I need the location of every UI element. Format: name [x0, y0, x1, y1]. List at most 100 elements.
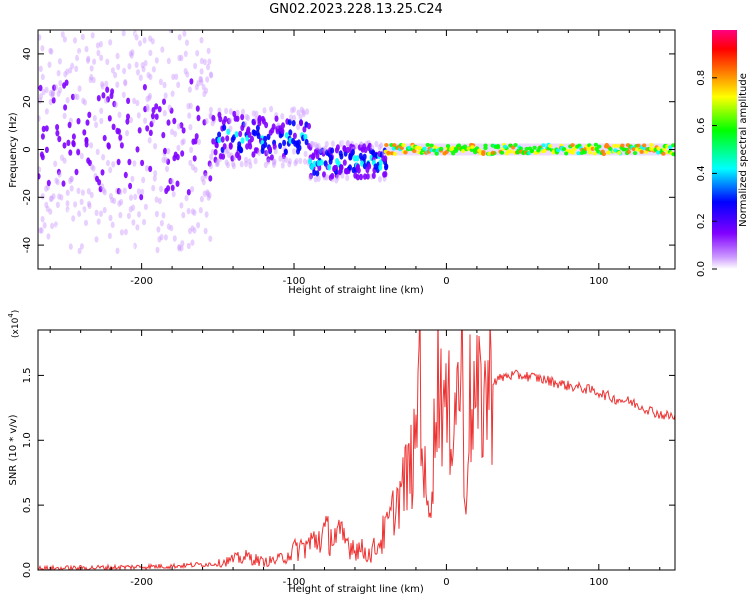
spectrogram-cell	[636, 143, 641, 148]
spectrogram-cell	[145, 165, 149, 172]
spectrogram-cell	[196, 80, 201, 87]
spectrogram-cell	[228, 108, 233, 115]
spectrogram-cell	[255, 147, 260, 154]
spectrogram-cell	[111, 123, 116, 130]
spectrogram-cell	[194, 84, 199, 91]
spectrogram-cell	[340, 139, 345, 147]
spectrogram-cell	[425, 142, 430, 147]
spectrogram-cell	[374, 140, 379, 148]
spectrogram-cell	[509, 149, 514, 154]
spectrogram-cell	[105, 58, 110, 65]
spectrogram-cell	[179, 54, 184, 62]
spectrogram-cell	[339, 153, 344, 160]
spectrogram-cell	[299, 106, 304, 114]
spectrogram-cell	[51, 193, 56, 200]
spectrogram-cell	[56, 70, 61, 77]
spectrogram-cell	[164, 187, 169, 195]
spectrogram-cell	[564, 151, 569, 156]
spectrogram-cell	[141, 65, 146, 73]
spectrogram-cell	[363, 173, 367, 180]
spectrogram-cell	[140, 188, 145, 196]
spectrogram-cell	[153, 170, 158, 177]
spectrogram-cell	[234, 131, 239, 138]
spectrogram-cell	[127, 63, 132, 70]
spectrogram-cell	[177, 34, 182, 41]
spectrogram-cell	[296, 109, 301, 116]
spectrogram-cell	[213, 156, 218, 163]
spectrogram-cell	[192, 209, 197, 216]
spectrogram-cell	[177, 54, 182, 62]
spectrogram-cell	[147, 137, 152, 144]
spectrogram-cell	[211, 114, 216, 122]
spectrogram-cell	[315, 170, 320, 177]
spectrogram-cell	[86, 55, 91, 62]
spectrogram-cell	[626, 149, 631, 154]
spectrogram-cell	[101, 187, 106, 194]
spectrogram-cell	[179, 245, 184, 252]
spectrogram-cell	[38, 166, 42, 173]
spectrogram-cell	[308, 172, 313, 180]
spectrogram-cell	[148, 49, 153, 57]
spectrogram-cell	[223, 115, 228, 123]
colorbar-tick-label: 0.4	[696, 165, 707, 181]
spectrogram-cell	[244, 160, 249, 168]
spectrogram-cell	[39, 93, 43, 100]
spectrogram-cell	[151, 253, 156, 260]
y-tick-label: 40	[22, 48, 33, 61]
spectrogram-cell	[123, 79, 128, 86]
spectrogram-cell	[164, 156, 168, 164]
spectrogram-cell	[190, 208, 195, 215]
spectrogram-cell	[55, 178, 60, 186]
spectrogram-cell	[59, 42, 64, 49]
spectrogram-cell	[371, 172, 376, 179]
spectrogram-cell	[224, 159, 229, 166]
spectrogram-cell	[208, 71, 213, 78]
spectrogram-cell	[106, 96, 110, 103]
spectrogram-cell	[171, 73, 176, 81]
spectrogram-cell	[180, 150, 185, 157]
spectrogram-cell	[201, 84, 206, 91]
spectrogram-cell	[101, 154, 106, 161]
spectrogram-cell	[108, 192, 113, 200]
spectrogram-cell	[77, 85, 82, 92]
spectrogram-cell	[470, 145, 475, 150]
spectrogram-cell	[348, 154, 353, 161]
spectrogram-cell	[290, 107, 294, 114]
spectrogram-cell	[350, 149, 355, 156]
spectrogram-cell	[77, 247, 82, 255]
spectrogram-cell	[77, 48, 82, 55]
spectrogram-cell	[80, 33, 85, 41]
spectrogram-cell	[412, 149, 417, 154]
x-tick-label: -200	[130, 577, 153, 588]
spectrogram-cell	[122, 67, 127, 75]
spectrogram-cell	[125, 118, 130, 125]
y-tick-label: 0.5	[22, 497, 33, 513]
spectrogram-cell	[383, 155, 388, 162]
spectrogram-cell	[44, 201, 49, 209]
spectrogram-cell	[90, 163, 94, 171]
spectrogram-cell	[304, 138, 309, 146]
spectrogram-cell	[158, 78, 163, 86]
spectrogram-cell	[153, 143, 158, 150]
spectrogram-cell	[77, 52, 82, 59]
spectrogram-cell	[176, 144, 181, 152]
spectrogram-cell	[254, 115, 259, 123]
spectrogram-cell	[671, 152, 675, 157]
spectrogram-cell	[321, 150, 326, 157]
spectrogram-cell	[166, 148, 171, 155]
spectrogram-cell	[244, 113, 249, 121]
spectrogram-cell	[188, 124, 193, 131]
spectrogram-cell	[257, 116, 262, 124]
spectrogram-cell	[342, 145, 347, 152]
spectrogram-cell	[134, 32, 139, 39]
spectrogram-cell	[48, 47, 53, 55]
spectrogram-cell	[541, 143, 546, 148]
spectrogram-cell	[180, 139, 185, 146]
spectrogram-cell	[199, 37, 204, 44]
spectrogram-cell	[656, 150, 661, 155]
spectrogram-cell	[439, 146, 444, 151]
spectrogram-cell	[172, 117, 177, 125]
spectrogram-cell	[52, 84, 57, 91]
y-tick-label: 1.5	[22, 367, 33, 383]
